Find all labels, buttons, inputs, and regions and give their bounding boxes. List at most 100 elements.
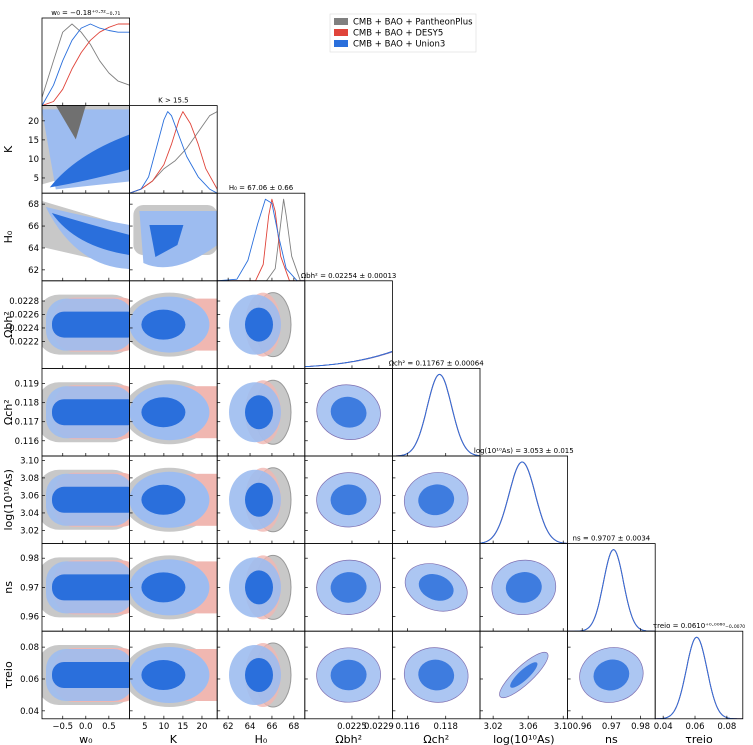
legend-label-union3: CMB + BAO + Union3 xyxy=(353,40,445,50)
panel-w0-ombh2 xyxy=(42,294,130,355)
marginal-omch2 xyxy=(392,373,480,456)
curve-union3 xyxy=(304,350,393,368)
curve-pantheonplus xyxy=(392,373,480,456)
contour-union3-inner xyxy=(245,395,273,430)
panel-title-H0: H₀ = 67.06 ± 0.66 xyxy=(229,184,294,192)
x-tick-label: 3.06 xyxy=(519,722,538,732)
contour-union3-inner xyxy=(510,662,538,688)
y-axis-label-ombh2: Ωbh² xyxy=(2,311,15,338)
legend-swatch-desy5 xyxy=(334,29,348,36)
legend-swatch-union3 xyxy=(334,40,348,47)
x-tick-label: 62 xyxy=(223,722,234,732)
panel-w0-ns xyxy=(42,557,130,618)
panel-w0-K xyxy=(42,105,130,190)
marginal-ns xyxy=(567,549,656,632)
curve-union3 xyxy=(480,461,568,544)
x-tick-label: 0.118 xyxy=(434,722,458,732)
y-tick-label: 5 xyxy=(34,174,39,184)
x-tick-label: 64 xyxy=(245,722,256,732)
x-axis-label-w0: w₀ xyxy=(79,733,93,745)
x-axis-label-ns: ns xyxy=(605,733,618,745)
contour-union3-inner xyxy=(418,484,455,516)
panel-H0-tau xyxy=(229,642,292,708)
contour-union3-inner xyxy=(245,570,273,605)
panel-frame xyxy=(129,105,218,194)
y-tick-label: 0.97 xyxy=(20,583,39,593)
y-tick-label: 3.06 xyxy=(20,491,39,501)
contour-union3-inner xyxy=(52,574,130,601)
x-tick-label: 0.0 xyxy=(79,722,93,732)
x-axis-label-tau: τreio xyxy=(685,733,713,745)
y-axis-label-tau: τreio xyxy=(2,661,15,689)
curve-desy5 xyxy=(392,373,480,456)
y-tick-label: 3.02 xyxy=(20,526,39,536)
y-tick-label: 0.118 xyxy=(15,399,39,409)
curve-desy5 xyxy=(304,350,393,368)
legend-label-pantheonplus: CMB + BAO + PantheonPlus xyxy=(353,18,473,28)
curve-pantheonplus xyxy=(42,23,130,98)
panel-frame xyxy=(391,367,481,457)
contour-union3-inner xyxy=(245,482,273,517)
panel-frame xyxy=(654,630,744,720)
panel-ombh2-ns xyxy=(316,559,381,615)
marginal-H0 xyxy=(217,198,305,281)
x-tick-label: 10 xyxy=(158,722,169,732)
contour-union3-inner xyxy=(330,659,367,691)
x-tick-label: 0.98 xyxy=(631,722,650,732)
y-tick-label: 0.119 xyxy=(15,380,39,390)
contour-union3-inner xyxy=(51,213,130,255)
contour-union3-inner xyxy=(149,225,184,257)
y-tick-label: 68 xyxy=(28,200,39,210)
y-axis-label-logA: log(10¹⁰As) xyxy=(2,469,15,530)
contour-pantheonplus-inner xyxy=(55,105,86,140)
contour-union3-inner xyxy=(52,399,130,426)
contour-union3-inner xyxy=(330,572,367,603)
x-tick-label: 3.02 xyxy=(484,722,503,732)
panel-title-logA: log(10¹⁰As) = 3.053 ± 0.015 xyxy=(474,447,574,455)
panel-frame xyxy=(41,17,130,106)
panel-K-logA xyxy=(129,467,218,532)
curve-desy5 xyxy=(42,23,130,106)
y-tick-label: 0.0228 xyxy=(9,297,39,307)
curve-pantheonplus xyxy=(129,111,218,194)
panel-w0-tau xyxy=(42,645,130,705)
contour-union3-inner xyxy=(330,484,367,516)
curve-union3 xyxy=(567,549,656,632)
panel-frame xyxy=(479,455,568,544)
panel-logA-ns xyxy=(491,559,557,616)
panel-K-tau xyxy=(129,643,218,707)
panel-K-omch2 xyxy=(129,380,218,445)
x-axis-label-omch2: Ωch² xyxy=(423,733,449,745)
curve-union3 xyxy=(392,373,480,456)
panel-H0-ns xyxy=(229,554,292,620)
y-axis-label-ns: ns xyxy=(2,581,15,594)
curve-desy5 xyxy=(217,198,305,281)
panel-omch2-tau xyxy=(403,647,469,703)
contour-union3-inner xyxy=(141,397,186,428)
panel-H0-omch2 xyxy=(229,379,292,445)
contour-union3-inner xyxy=(245,307,273,342)
panel-w0-omch2 xyxy=(42,382,130,443)
x-axis-label-K: K xyxy=(170,733,178,745)
panel-K-ombh2 xyxy=(129,292,218,357)
panel-w0-H0 xyxy=(42,201,130,269)
curve-desy5 xyxy=(480,461,568,544)
contour-union3-inner xyxy=(52,311,130,338)
curve-pantheonplus xyxy=(567,549,656,632)
panel-omch2-ns xyxy=(404,563,468,612)
y-axis-label-omch2: Ωch² xyxy=(2,399,15,425)
y-tick-label: 10 xyxy=(28,155,39,165)
panel-frame xyxy=(567,543,656,632)
curve-union3 xyxy=(42,23,130,106)
x-tick-label: 66 xyxy=(267,722,278,732)
x-tick-label: 0.116 xyxy=(395,722,419,732)
y-axis-label-K: K xyxy=(2,145,15,153)
x-axis-label-ombh2: Ωbh² xyxy=(335,733,362,745)
marginal-w0 xyxy=(42,23,130,106)
x-tick-label: 20 xyxy=(197,722,208,732)
marginal-logA xyxy=(480,461,568,544)
legend-label-desy5: CMB + BAO + DESY5 xyxy=(353,29,443,39)
x-tick-label: 0.97 xyxy=(602,722,621,732)
curve-desy5 xyxy=(567,549,656,632)
